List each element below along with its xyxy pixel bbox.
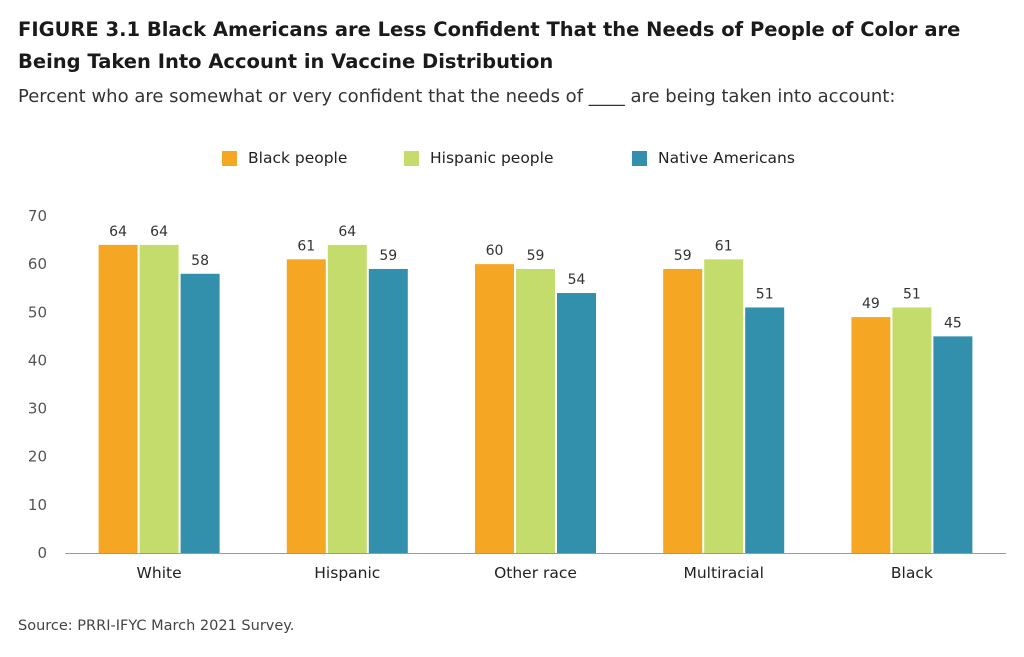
x-tick-label: White bbox=[137, 564, 182, 582]
bar-native-americans bbox=[933, 336, 973, 553]
bar-black-people bbox=[286, 259, 326, 553]
bar-hispanic-people bbox=[892, 307, 932, 553]
y-tick-label: 0 bbox=[37, 544, 47, 562]
data-label-black-people: 49 bbox=[862, 296, 880, 312]
legend-item-black-people: Black people bbox=[222, 146, 347, 170]
data-label-black-people: 60 bbox=[486, 243, 504, 259]
x-tick-label: Other race bbox=[494, 564, 577, 582]
bar-native-americans bbox=[557, 293, 596, 553]
data-label-hispanic-people: 61 bbox=[715, 238, 733, 254]
bar-native-americans bbox=[745, 307, 785, 553]
y-axis: 0 10 20 30 40 50 60 70 bbox=[28, 207, 47, 562]
source-note: Source: PRRI-IFYC March 2021 Survey. bbox=[18, 618, 295, 634]
legend-swatch-black-people bbox=[222, 150, 237, 166]
bar-native-americans bbox=[180, 273, 220, 553]
x-tick-label: Hispanic bbox=[314, 564, 380, 582]
chart-subtitle: Percent who are somewhat or very confide… bbox=[18, 86, 896, 107]
bar-black-people bbox=[851, 317, 891, 553]
data-label-hispanic-people: 51 bbox=[903, 286, 921, 302]
data-label-native-americans: 45 bbox=[944, 315, 962, 331]
y-tick-label: 60 bbox=[28, 255, 47, 273]
data-label-native-americans: 58 bbox=[191, 253, 209, 269]
bar-hispanic-people bbox=[704, 259, 744, 553]
bar-black-people bbox=[98, 244, 138, 553]
data-label-hispanic-people: 64 bbox=[150, 224, 168, 240]
legend-swatch-native-americans bbox=[632, 150, 647, 166]
bar-native-americans bbox=[368, 268, 408, 553]
data-label-hispanic-people: 59 bbox=[527, 248, 545, 264]
chart-legend: Black people Hispanic people Native Amer… bbox=[0, 146, 1024, 170]
chart-title: FIGURE 3.1 Black Americans are Less Conf… bbox=[18, 18, 961, 73]
x-tick-label: Black bbox=[891, 564, 933, 582]
bar-hispanic-people bbox=[139, 244, 179, 553]
data-label-hispanic-people: 64 bbox=[338, 224, 356, 240]
bars: 64 64 58 61 64 59 60 59 54 59 61 51 49 51 45 bbox=[98, 224, 973, 553]
y-tick-label: 50 bbox=[28, 303, 47, 321]
y-tick-label: 10 bbox=[28, 496, 47, 514]
data-label-black-people: 64 bbox=[109, 224, 127, 240]
x-tick-label: Multiracial bbox=[683, 564, 763, 582]
y-tick-label: 30 bbox=[28, 400, 47, 418]
data-label-native-americans: 54 bbox=[568, 272, 586, 288]
bar-hispanic-people bbox=[516, 268, 555, 553]
x-axis: White Hispanic Other race Multiracial Black bbox=[137, 564, 933, 582]
bar-black-people bbox=[663, 268, 703, 553]
bar-black-people bbox=[475, 264, 514, 553]
legend-item-native-americans: Native Americans bbox=[632, 146, 795, 170]
legend-label-black-people: Black people bbox=[248, 149, 348, 167]
y-tick-label: 70 bbox=[28, 207, 47, 225]
legend-swatch-hispanic-people bbox=[404, 150, 419, 166]
legend-label-hispanic-people: Hispanic people bbox=[430, 149, 554, 167]
data-label-black-people: 59 bbox=[674, 248, 692, 264]
bar-hispanic-people bbox=[327, 244, 367, 553]
data-label-black-people: 61 bbox=[297, 238, 315, 254]
y-tick-label: 40 bbox=[28, 351, 47, 369]
legend-label-native-americans: Native Americans bbox=[658, 149, 795, 167]
data-label-native-americans: 59 bbox=[379, 248, 397, 264]
legend-item-hispanic-people: Hispanic people bbox=[404, 146, 554, 170]
y-tick-label: 20 bbox=[28, 448, 47, 466]
data-label-native-americans: 51 bbox=[756, 286, 774, 302]
